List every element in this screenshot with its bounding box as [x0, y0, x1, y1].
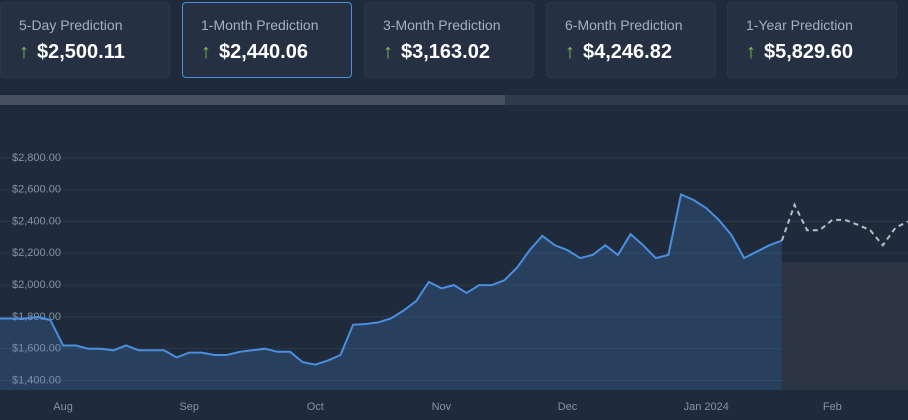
x-tick-label: Sep: [179, 401, 199, 413]
card-value: $3,163.02: [401, 41, 490, 63]
line: [0, 193, 783, 366]
y-tick-label: $1,400.00: [12, 374, 61, 386]
card-value-row: ↑ $2,500.11: [19, 41, 125, 64]
up-arrow: ↑: [746, 41, 756, 63]
scroll-thumb[interactable]: [0, 95, 505, 105]
prediction-card[interactable]: 5-Day Prediction ↑ $2,500.11: [0, 2, 170, 78]
card-value: $2,440.06: [219, 41, 308, 63]
card-label: 5-Day Prediction: [19, 17, 123, 33]
forecast-region: [782, 262, 908, 390]
card-value-row: ↑ $2,440.06: [201, 41, 308, 64]
prediction-cards: 5-Day Prediction ↑ $2,500.11 1-Month Predic…: [0, 2, 908, 80]
line: [780, 202, 908, 247]
up-arrow: ↑: [201, 41, 211, 63]
card-value-row: ↑ $4,246.82: [565, 41, 672, 64]
card-label: 1-Month Prediction: [201, 17, 319, 33]
x-tick-label: Jan 2024: [684, 401, 729, 413]
card-value-row: ↑ $5,829.60: [746, 41, 853, 64]
x-tick-label: Feb: [823, 401, 842, 413]
scrollbar[interactable]: [0, 95, 908, 105]
x-tick-label: Dec: [558, 401, 578, 413]
y-tick-label: $2,400.00: [12, 215, 61, 227]
y-tick-label: $2,200.00: [12, 247, 61, 259]
card-label: 3-Month Prediction: [383, 17, 501, 33]
card-value: $5,829.60: [764, 41, 853, 63]
prediction-card[interactable]: 6-Month Prediction ↑ $4,246.82: [546, 2, 716, 78]
up-arrow: ↑: [19, 41, 29, 63]
up-arrow: ↑: [565, 41, 575, 63]
y-tick-label: $1,600.00: [12, 343, 61, 355]
card-value: $4,246.82: [583, 41, 672, 63]
prediction-card[interactable]: 1-Year Prediction ↑ $5,829.60: [727, 2, 897, 78]
card-value-row: ↑ $3,163.02: [383, 41, 490, 64]
area: [0, 194, 782, 390]
card-value: $2,500.11: [37, 41, 125, 63]
y-tick-label: $2,000.00: [12, 279, 61, 291]
prediction-card[interactable]: 3-Month Prediction ↑ $3,163.02: [364, 2, 534, 78]
card-label: 1-Year Prediction: [746, 17, 853, 33]
y-tick-label: $2,800.00: [12, 152, 61, 164]
prediction-card[interactable]: 1-Month Prediction ↑ $2,440.06: [182, 2, 352, 78]
up-arrow: ↑: [383, 41, 393, 63]
card-label: 6-Month Prediction: [565, 17, 683, 33]
y-tick-label: $2,600.00: [12, 184, 61, 196]
x-tick-label: Aug: [53, 401, 73, 413]
x-tick-label: Nov: [432, 401, 452, 413]
x-tick-label: Oct: [307, 401, 324, 413]
